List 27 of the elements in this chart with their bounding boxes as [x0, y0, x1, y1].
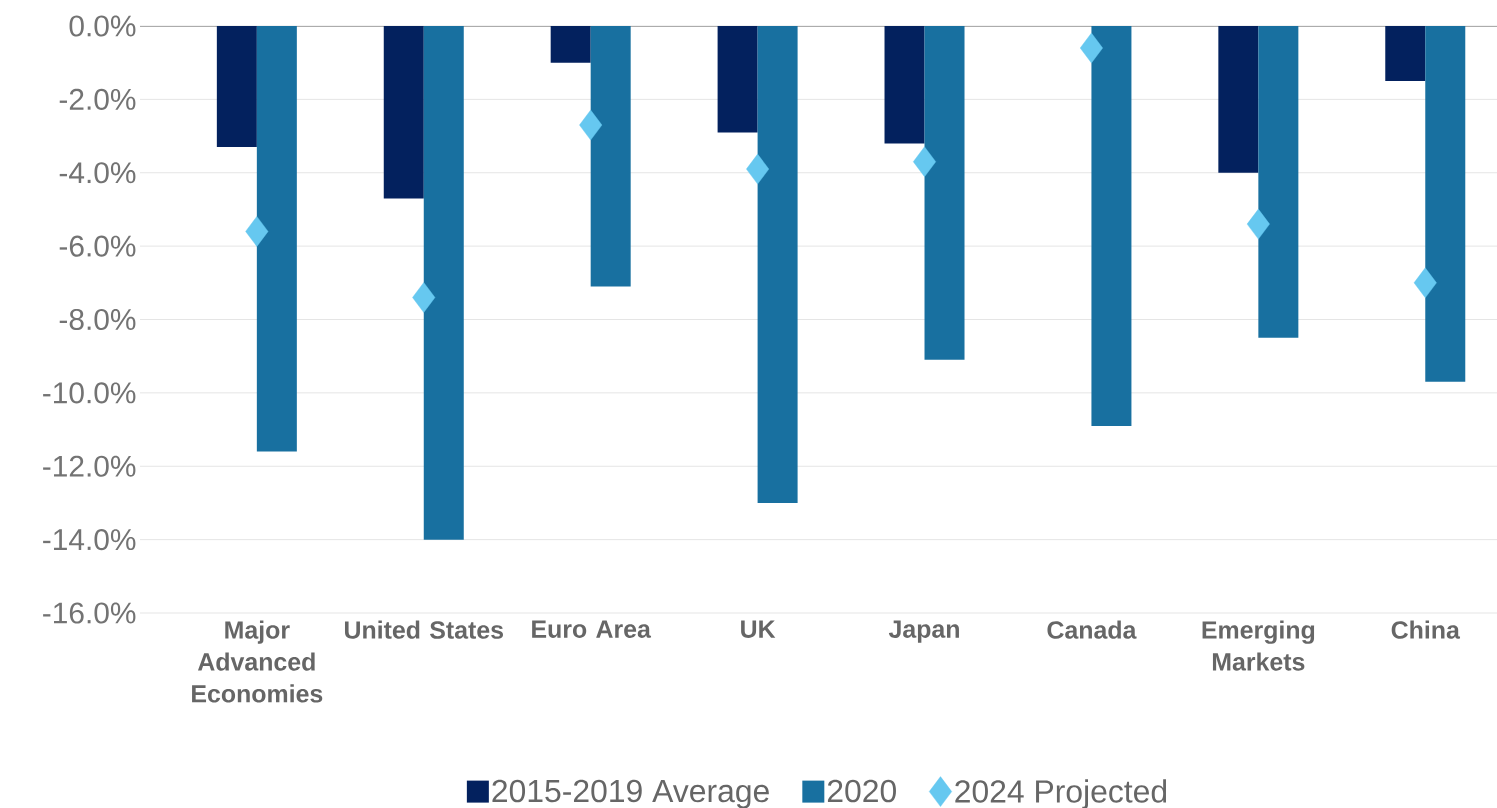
x-tick-label: UK: [741, 620, 776, 638]
point: [1079, 32, 1103, 64]
y-tick-label: -6.0%: [59, 235, 136, 257]
y-tick-label: -4.0%: [59, 162, 136, 184]
y-tick-label: 0.0%: [69, 15, 136, 37]
point: [1246, 208, 1270, 240]
y-tick-label: -10.0%: [43, 382, 136, 404]
y-tick-label: -8.0%: [59, 308, 136, 331]
x-tick-label: Euro Area: [532, 620, 652, 638]
point: [746, 153, 770, 185]
y-tick-label: -16.0%: [43, 602, 136, 624]
x-tick-label: Japan: [888, 620, 959, 643]
y-tick-label: -14.0%: [43, 529, 136, 551]
point: [1413, 267, 1437, 299]
legend-label: 2015-2019 Average: [492, 779, 769, 808]
point: [412, 282, 436, 313]
x-tick-label: United States: [344, 620, 503, 639]
point: [913, 146, 936, 177]
legend-label: 2020: [827, 779, 896, 803]
y-tick-label: -12.0%: [43, 455, 136, 477]
point: [579, 109, 603, 141]
x-tick-label: Canada: [1047, 620, 1137, 639]
point: [245, 216, 269, 247]
x-tick-label: China: [1391, 620, 1461, 639]
y-tick-label: -2.0%: [59, 88, 136, 110]
x-tick-label: Emerging Markets: [1202, 620, 1315, 671]
x-tick-label: Major Advanced Economies: [192, 620, 323, 703]
